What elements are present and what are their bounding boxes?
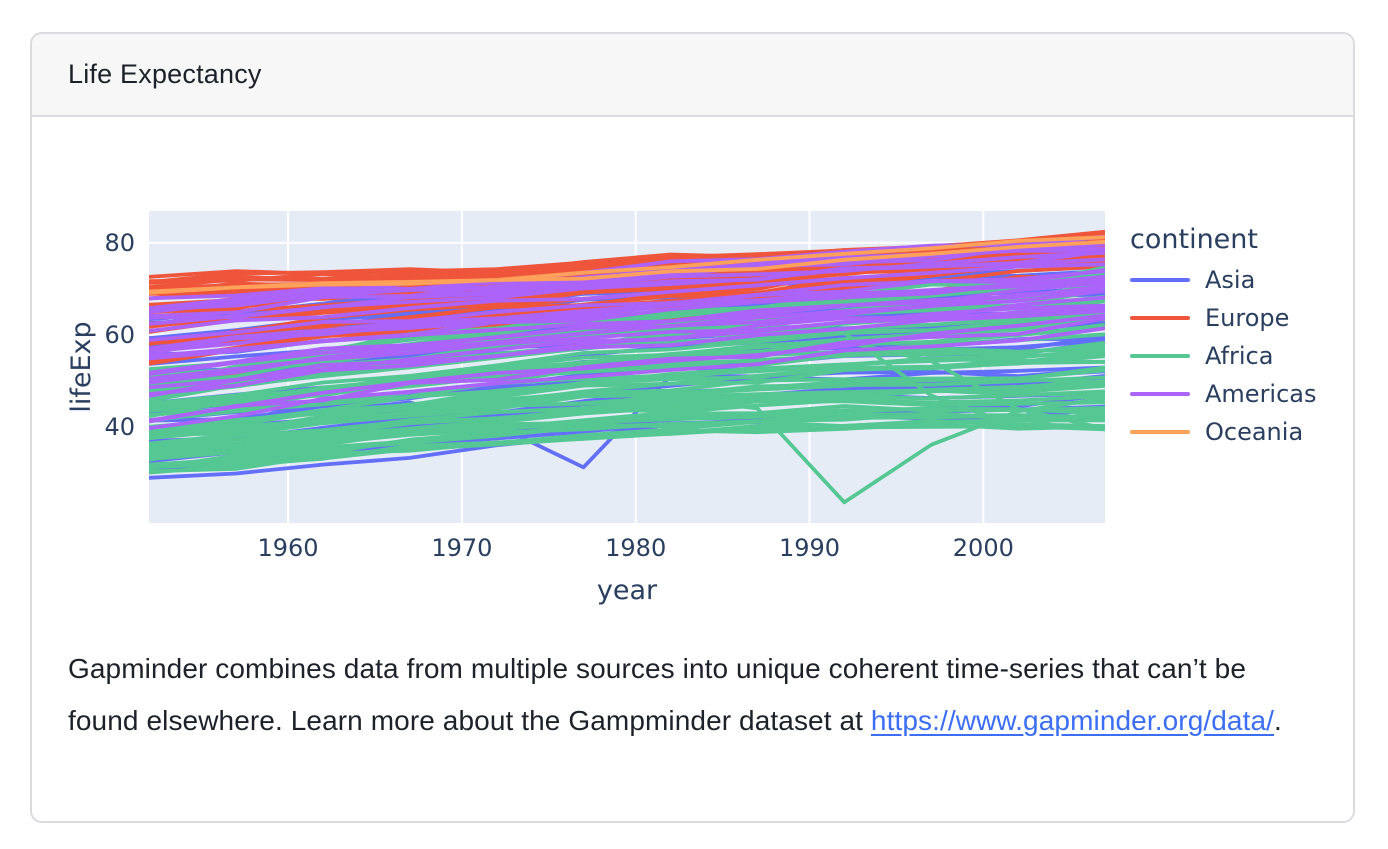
- x-tick-label: 1990: [779, 534, 840, 562]
- card-title: Life Expectancy: [68, 59, 262, 89]
- legend-item-oceania[interactable]: Oceania: [1130, 413, 1317, 451]
- description-text: Gapminder combines data from multiple so…: [68, 653, 1247, 736]
- life-expectancy-chart: 40 60 80 1960 1970 1980 1990 2000 lifeExp year co…: [32, 117, 1353, 617]
- legend-item-africa[interactable]: Africa: [1130, 337, 1317, 375]
- x-axis-title: year: [597, 575, 658, 606]
- europe-line-swatch: [1130, 316, 1190, 320]
- country-line: [149, 268, 1105, 351]
- country-line: [149, 309, 1105, 397]
- legend-title: continent: [1130, 224, 1258, 255]
- legend-label: Europe: [1205, 304, 1290, 332]
- legend-label: Americas: [1205, 380, 1317, 408]
- country-lines: [149, 229, 1105, 505]
- description-period: .: [1274, 705, 1282, 736]
- y-tick-label: 40: [104, 413, 135, 441]
- x-tick-label: 1960: [258, 534, 319, 562]
- card-header: Life Expectancy: [32, 34, 1353, 117]
- y-axis-title: lifeExp: [66, 321, 97, 412]
- legend-label: Africa: [1205, 342, 1274, 370]
- axis-ticks: 40 60 80 1960 1970 1980 1990 2000: [104, 229, 1013, 562]
- legend-item-americas[interactable]: Americas: [1130, 375, 1317, 413]
- x-tick-label: 1970: [431, 534, 492, 562]
- chart-legend: continent Asia Europe Africa Americas: [1130, 223, 1317, 451]
- description: Gapminder combines data from multiple so…: [68, 643, 1317, 747]
- country-line: [149, 295, 1105, 398]
- asia-line-swatch: [1130, 278, 1190, 282]
- country-line: [149, 406, 1105, 459]
- legend-item-asia[interactable]: Asia: [1130, 261, 1317, 299]
- chart-canvas[interactable]: 40 60 80 1960 1970 1980 1990 2000 lifeExp year: [32, 117, 1353, 617]
- americas-line-swatch: [1130, 392, 1190, 396]
- country-line: [149, 249, 1105, 326]
- oceania-line-swatch: [1130, 430, 1190, 434]
- country-line: [149, 313, 1105, 423]
- africa-line-swatch: [1130, 354, 1190, 358]
- gapminder-link[interactable]: https://www.gapminder.org/data/: [870, 705, 1275, 736]
- life-expectancy-card: Life Expectancy 40 60 80 1960 1970 1980 1990 20…: [30, 32, 1355, 823]
- country-line: [149, 368, 1105, 433]
- country-line: [149, 262, 1105, 333]
- country-line-dip_1992: [149, 396, 1105, 505]
- x-tick-label: 1980: [605, 534, 666, 562]
- country-line: [149, 288, 1105, 376]
- legend-item-europe[interactable]: Europe: [1130, 299, 1317, 337]
- country-line: [149, 413, 1105, 471]
- y-tick-label: 80: [104, 229, 135, 257]
- country-line: [149, 422, 1105, 475]
- series-oceania: [149, 235, 1105, 295]
- legend-label: Asia: [1205, 266, 1256, 294]
- x-tick-label: 2000: [953, 534, 1014, 562]
- card-body: 40 60 80 1960 1970 1980 1990 2000 lifeExp year co…: [32, 117, 1353, 747]
- legend-label: Oceania: [1205, 418, 1304, 446]
- country-line-lower_line: [149, 239, 1105, 294]
- y-tick-label: 60: [104, 321, 135, 349]
